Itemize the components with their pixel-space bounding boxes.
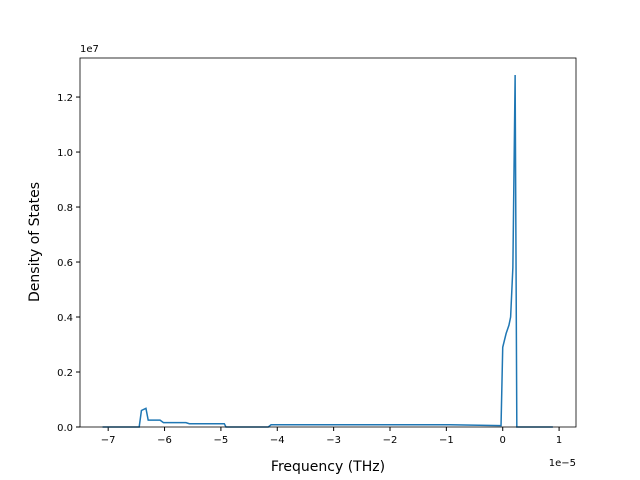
x-tick-label: −3 xyxy=(326,435,341,446)
x-tick-label: 1 xyxy=(556,435,562,446)
plot-frame xyxy=(79,57,577,428)
y-tick-label: 0.4 xyxy=(57,313,73,324)
x-tick-label: 0 xyxy=(500,435,506,446)
x-tick-label: −7 xyxy=(101,435,116,446)
x-offset-label: 1e−5 xyxy=(549,458,576,469)
x-tick-label: −5 xyxy=(214,435,229,446)
y-tick-label: 0.6 xyxy=(57,258,73,269)
x-tick-label: −6 xyxy=(157,435,172,446)
x-tick-label: −1 xyxy=(439,435,454,446)
y-tick-label: 1.2 xyxy=(57,93,73,104)
y-axis-label: Density of States xyxy=(27,182,43,302)
y-offset-label: 1e7 xyxy=(80,44,99,55)
x-tick-label: −4 xyxy=(270,435,285,446)
x-axis-label: Frequency (THz) xyxy=(271,459,385,475)
y-tick-label: 0.8 xyxy=(57,203,73,214)
y-tick-label: 1.0 xyxy=(57,148,73,159)
y-tick-label: 0.0 xyxy=(57,423,73,434)
y-tick-label: 0.2 xyxy=(57,368,73,379)
x-tick-label: −2 xyxy=(383,435,398,446)
